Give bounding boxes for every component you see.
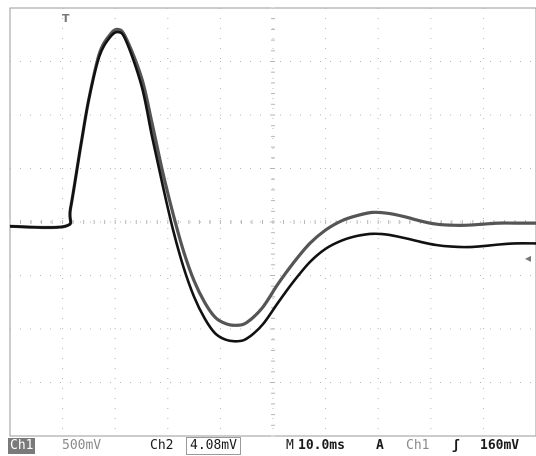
trigger-level: 160mV bbox=[480, 438, 520, 453]
trigger-slope-icon: ʃ bbox=[452, 438, 460, 453]
trace-line-1 bbox=[9, 27, 536, 327]
graticule-grid bbox=[9, 7, 536, 437]
trigger-source: Ch1 bbox=[406, 438, 430, 453]
ch1-label: Ch1 bbox=[8, 438, 36, 454]
timebase-prefix: M bbox=[286, 438, 294, 453]
ch2-scale: 4.08mV bbox=[186, 437, 241, 455]
ch1-scale: 500mV bbox=[62, 438, 102, 453]
acquisition-mode: A bbox=[376, 438, 384, 453]
waveform-traces bbox=[9, 27, 536, 343]
readout-bar: Ch1 500mV Ch2 4.08mV M 10.0ms A Ch1 ʃ 16… bbox=[0, 436, 536, 456]
ch2-label: Ch2 bbox=[150, 438, 174, 453]
trigger-position-marker: T bbox=[62, 12, 70, 25]
trigger-level-marker: ◂ bbox=[525, 251, 531, 265]
trace-line-2 bbox=[9, 30, 536, 343]
timebase-value: 10.0ms bbox=[298, 438, 345, 453]
